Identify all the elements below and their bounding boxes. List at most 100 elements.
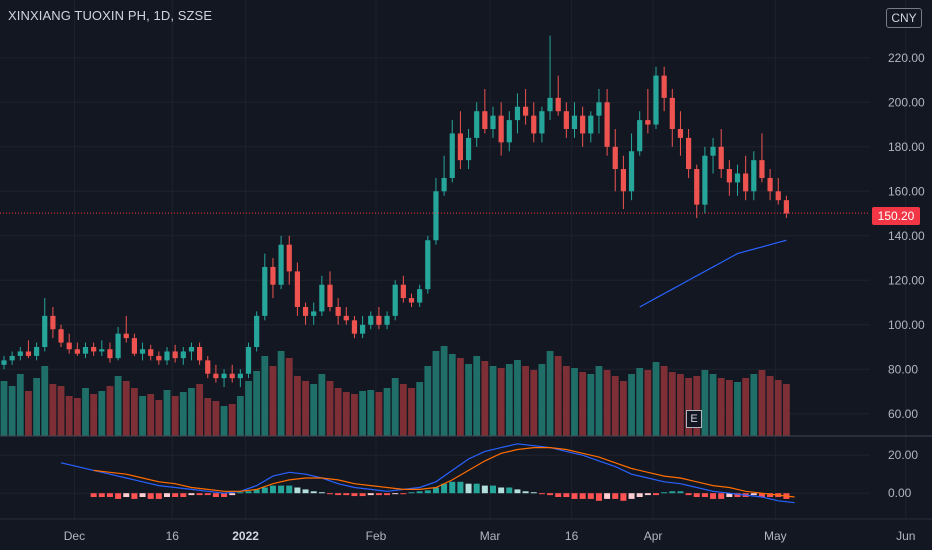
candle-body bbox=[563, 111, 569, 130]
volume-bar bbox=[473, 356, 481, 436]
volume-bar bbox=[277, 351, 285, 436]
candle-body bbox=[384, 315, 390, 325]
volume-bar bbox=[709, 374, 717, 436]
macd-hist-bar bbox=[147, 493, 154, 499]
volume-bar bbox=[204, 398, 212, 436]
candle-body bbox=[34, 347, 40, 356]
candle-body bbox=[99, 349, 105, 352]
candlesticks bbox=[1, 35, 789, 388]
macd-line bbox=[60, 443, 795, 504]
candle-body bbox=[360, 324, 366, 334]
candle-body bbox=[66, 342, 72, 350]
candle-body bbox=[123, 333, 129, 339]
macd-hist-bar bbox=[98, 493, 105, 497]
volume-bar bbox=[530, 370, 538, 436]
macd-hist-bar bbox=[587, 493, 594, 499]
volume-bar bbox=[571, 368, 578, 436]
candle-body bbox=[139, 349, 146, 354]
volume-bar bbox=[49, 384, 57, 436]
volume-bar bbox=[253, 371, 261, 436]
macd-hist-bar bbox=[473, 483, 480, 494]
volume-bar bbox=[514, 360, 521, 436]
candle-body bbox=[131, 338, 137, 354]
macd-hist-bar bbox=[212, 493, 219, 497]
candle-body bbox=[9, 355, 15, 361]
candle-body bbox=[164, 351, 170, 361]
macd-hist-bar bbox=[718, 493, 725, 499]
volume-bar bbox=[179, 392, 187, 436]
macd-hist-bar bbox=[367, 493, 374, 496]
macd-hist-bar bbox=[726, 493, 733, 497]
volume-bar bbox=[318, 374, 326, 436]
macd-hist-bar bbox=[563, 493, 570, 497]
macd-hist-bar bbox=[106, 493, 113, 497]
volume-bar bbox=[750, 374, 758, 436]
currency-button[interactable]: CNY bbox=[886, 8, 922, 28]
volume-bar bbox=[375, 392, 383, 436]
candle-body bbox=[555, 97, 561, 112]
volume-bar bbox=[693, 376, 701, 436]
macd-hist-bar bbox=[767, 493, 774, 497]
volume-bar bbox=[457, 358, 464, 436]
candle-body bbox=[539, 111, 545, 134]
earnings-badge[interactable]: E bbox=[686, 410, 702, 428]
candle-body bbox=[254, 315, 260, 348]
volume-bar bbox=[212, 401, 220, 436]
candle-body bbox=[17, 351, 23, 356]
candle-body bbox=[42, 315, 48, 348]
macd-hist-bar bbox=[530, 492, 537, 494]
candle-body bbox=[221, 373, 227, 379]
symbol-title: XINXIANG TUOXIN PH, 1D, SZSE bbox=[8, 8, 213, 23]
macd-hist-bar bbox=[750, 493, 757, 496]
volume-bar bbox=[432, 351, 440, 436]
volume-bar bbox=[522, 366, 529, 436]
volume-bar bbox=[701, 370, 709, 436]
volume-bar bbox=[261, 356, 269, 436]
candle-body bbox=[188, 347, 195, 352]
volume-bar bbox=[595, 366, 603, 436]
volume-bar bbox=[717, 378, 725, 436]
candle-body bbox=[433, 191, 439, 241]
time-tick-label: May bbox=[764, 529, 787, 543]
candle-body bbox=[156, 355, 162, 361]
candle-body bbox=[767, 177, 773, 192]
candle-body bbox=[376, 315, 382, 325]
price-tick-label: 160.00 bbox=[888, 184, 925, 198]
volume-bar bbox=[8, 386, 16, 436]
candle-body bbox=[197, 347, 203, 361]
macd-hist-bar bbox=[661, 492, 668, 494]
time-axis[interactable]: Dec 16 2022 Feb Mar 16 Apr May Jun bbox=[64, 529, 916, 543]
time-tick-label: Dec bbox=[64, 529, 85, 543]
macd-hist-bar bbox=[286, 485, 293, 494]
candle-body bbox=[237, 373, 243, 379]
volume-bar bbox=[326, 381, 334, 436]
candle-body bbox=[686, 137, 692, 170]
candle-body bbox=[612, 146, 618, 170]
candle-body bbox=[311, 311, 317, 316]
macd-hist-bar bbox=[514, 489, 521, 494]
volume-bar bbox=[538, 364, 546, 436]
volume-bar bbox=[171, 396, 179, 436]
candle-body bbox=[172, 351, 178, 359]
candle-body bbox=[392, 284, 398, 316]
candle-body bbox=[25, 351, 32, 356]
volume-bar bbox=[228, 404, 236, 436]
candle-body bbox=[286, 244, 292, 272]
macd-hist-bar bbox=[595, 493, 602, 501]
candle-body bbox=[327, 284, 333, 307]
volume-bar bbox=[131, 388, 138, 436]
volume-bars bbox=[0, 346, 790, 436]
macd-hist-bar bbox=[196, 493, 203, 496]
candle-body bbox=[368, 315, 374, 325]
macd-hist-bar bbox=[579, 493, 586, 499]
candle-body bbox=[449, 133, 455, 178]
price-tick-label: 140.00 bbox=[888, 229, 925, 243]
candle-body bbox=[205, 360, 211, 374]
volume-bar bbox=[579, 372, 587, 436]
macd-hist-bar bbox=[359, 493, 366, 497]
time-tick-label: Apr bbox=[644, 529, 663, 543]
moving-average-line bbox=[639, 239, 787, 308]
macd-hist-bar bbox=[758, 493, 765, 497]
price-axis[interactable]: 220.00 200.00 180.00 160.00 140.00 120.00 100.… bbox=[888, 51, 925, 500]
